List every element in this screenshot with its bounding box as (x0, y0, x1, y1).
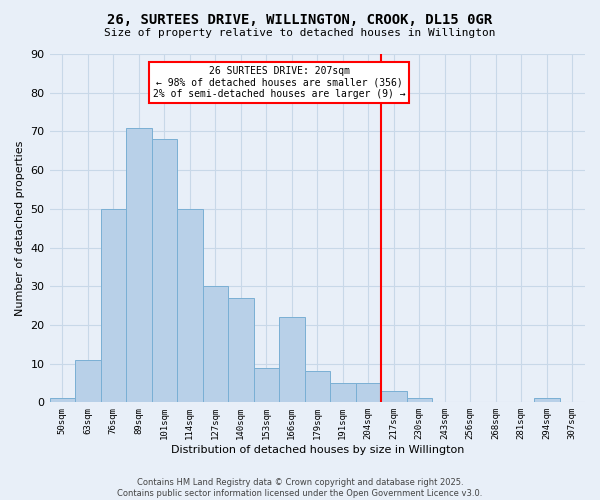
Y-axis label: Number of detached properties: Number of detached properties (15, 140, 25, 316)
Bar (356, 383, 381, 402)
Bar (177, 209, 203, 402)
Bar (101, 209, 126, 402)
Bar (152, 139, 177, 402)
X-axis label: Distribution of detached houses by size in Willington: Distribution of detached houses by size … (170, 445, 464, 455)
Bar (203, 286, 228, 403)
Text: Contains HM Land Registry data © Crown copyright and database right 2025.
Contai: Contains HM Land Registry data © Crown c… (118, 478, 482, 498)
Bar (50, 398, 75, 402)
Text: Size of property relative to detached houses in Willington: Size of property relative to detached ho… (104, 28, 496, 38)
Bar (407, 398, 432, 402)
Bar (279, 317, 305, 402)
Bar (228, 298, 254, 403)
Text: 26, SURTEES DRIVE, WILLINGTON, CROOK, DL15 0GR: 26, SURTEES DRIVE, WILLINGTON, CROOK, DL… (107, 12, 493, 26)
Bar (254, 368, 279, 402)
Bar (126, 128, 152, 402)
Bar (534, 398, 560, 402)
Bar (330, 383, 356, 402)
Text: 26 SURTEES DRIVE: 207sqm
← 98% of detached houses are smaller (356)
2% of semi-d: 26 SURTEES DRIVE: 207sqm ← 98% of detach… (153, 66, 406, 99)
Bar (305, 372, 330, 402)
Bar (75, 360, 101, 403)
Bar (381, 390, 407, 402)
